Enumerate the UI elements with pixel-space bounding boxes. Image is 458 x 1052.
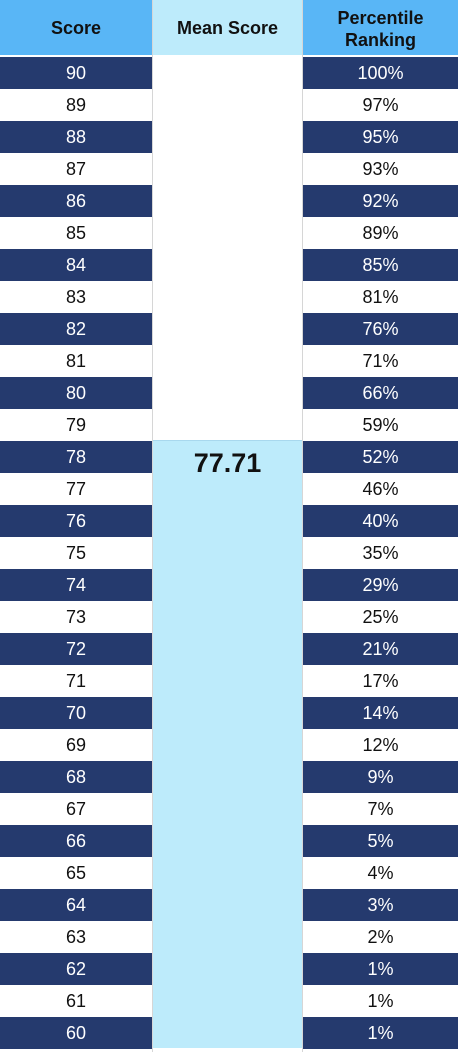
percentile-cell: 40% bbox=[303, 505, 458, 537]
percentile-cell: 1% bbox=[367, 990, 394, 1011]
header-percentile-line2: Ranking bbox=[344, 29, 416, 50]
score-cell: 85 bbox=[65, 222, 87, 243]
percentile-cell: 66% bbox=[303, 377, 458, 409]
score-cell: 69 bbox=[65, 734, 87, 755]
percentile-cell: 5% bbox=[303, 825, 458, 857]
header-mean-score: Mean Score bbox=[153, 0, 302, 55]
score-cell: 66 bbox=[0, 825, 152, 857]
percentile-cell: 100% bbox=[303, 57, 458, 89]
column-divider bbox=[302, 0, 303, 1052]
percentile-cell: 25% bbox=[362, 606, 399, 627]
percentile-cell: 1% bbox=[303, 953, 458, 985]
percentile-cell: 52% bbox=[303, 441, 458, 473]
score-cell: 76 bbox=[0, 505, 152, 537]
score-cell: 84 bbox=[0, 249, 152, 281]
score-cell: 81 bbox=[65, 350, 87, 371]
score-cell: 62 bbox=[0, 953, 152, 985]
percentile-cell: 29% bbox=[303, 569, 458, 601]
score-cell: 78 bbox=[0, 441, 152, 473]
score-cell: 67 bbox=[65, 798, 87, 819]
mean-column-empty bbox=[153, 57, 302, 440]
percentile-cell: 46% bbox=[362, 478, 399, 499]
percentile-cell: 85% bbox=[303, 249, 458, 281]
score-cell: 70 bbox=[0, 697, 152, 729]
percentile-cell: 3% bbox=[303, 889, 458, 921]
header-percentile-ranking: Percentile Ranking bbox=[303, 0, 458, 55]
mean-score-block bbox=[153, 440, 302, 1048]
percentile-cell: 35% bbox=[362, 542, 399, 563]
score-cell: 71 bbox=[65, 670, 87, 691]
percentile-cell: 93% bbox=[362, 158, 399, 179]
percentile-cell: 71% bbox=[362, 350, 399, 371]
score-cell: 80 bbox=[0, 377, 152, 409]
score-cell: 82 bbox=[0, 313, 152, 345]
score-cell: 60 bbox=[0, 1017, 152, 1049]
score-cell: 64 bbox=[0, 889, 152, 921]
score-cell: 65 bbox=[65, 862, 87, 883]
score-cell: 72 bbox=[0, 633, 152, 665]
percentile-cell: 92% bbox=[303, 185, 458, 217]
score-cell: 89 bbox=[65, 94, 87, 115]
score-cell: 87 bbox=[65, 158, 87, 179]
score-cell: 77 bbox=[65, 478, 87, 499]
percentile-cell: 17% bbox=[362, 670, 399, 691]
column-divider bbox=[152, 0, 153, 1052]
score-cell: 90 bbox=[0, 57, 152, 89]
score-cell: 68 bbox=[0, 761, 152, 793]
percentile-cell: 21% bbox=[303, 633, 458, 665]
percentile-cell: 81% bbox=[362, 286, 399, 307]
score-cell: 79 bbox=[65, 414, 87, 435]
score-cell: 63 bbox=[65, 926, 87, 947]
percentile-cell: 1% bbox=[303, 1017, 458, 1049]
percentile-cell: 97% bbox=[362, 94, 399, 115]
percentile-cell: 2% bbox=[367, 926, 394, 947]
score-cell: 75 bbox=[65, 542, 87, 563]
percentile-cell: 89% bbox=[362, 222, 399, 243]
percentile-cell: 7% bbox=[367, 798, 394, 819]
percentile-cell: 59% bbox=[362, 414, 399, 435]
percentile-cell: 9% bbox=[303, 761, 458, 793]
header-percentile-line1: Percentile bbox=[337, 7, 424, 28]
percentile-cell: 4% bbox=[367, 862, 394, 883]
score-cell: 73 bbox=[65, 606, 87, 627]
percentile-cell: 76% bbox=[303, 313, 458, 345]
score-cell: 74 bbox=[0, 569, 152, 601]
percentile-cell: 12% bbox=[362, 734, 399, 755]
mean-score-value: 77.71 bbox=[193, 448, 262, 478]
score-cell: 88 bbox=[0, 121, 152, 153]
score-cell: 61 bbox=[65, 990, 87, 1011]
header-score: Score bbox=[0, 0, 152, 55]
score-cell: 86 bbox=[0, 185, 152, 217]
score-cell: 83 bbox=[65, 286, 87, 307]
percentile-cell: 14% bbox=[303, 697, 458, 729]
percentile-cell: 95% bbox=[303, 121, 458, 153]
